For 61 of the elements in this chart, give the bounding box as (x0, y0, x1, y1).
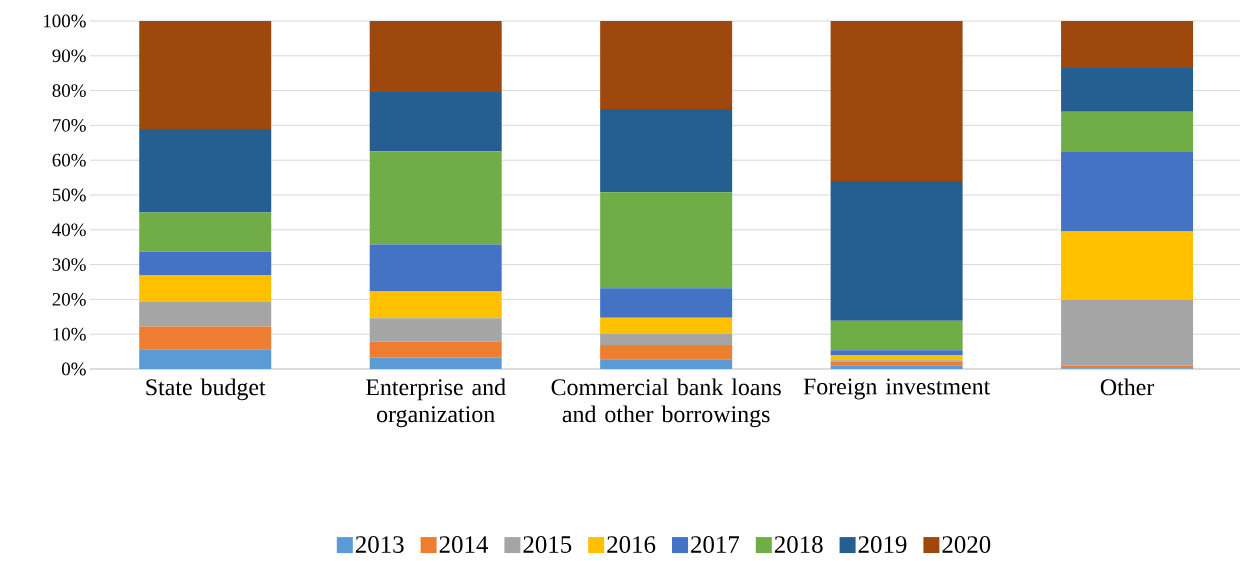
y-tick-label: 50% (52, 188, 86, 202)
bar (830, 355, 963, 361)
bar (1061, 111, 1194, 152)
x-tick-label: Enterprise and organization (366, 378, 506, 428)
bar (139, 212, 272, 252)
bar (830, 320, 963, 351)
bar (600, 288, 733, 318)
bar (830, 21, 963, 182)
bar (830, 350, 963, 356)
bar (369, 21, 502, 92)
x-tick-label: Other (1100, 378, 1155, 396)
legend-label: 2018 (774, 536, 823, 553)
bar (600, 109, 733, 193)
y-tick-label: 80% (52, 84, 86, 98)
legend-label: 2019 (858, 536, 907, 553)
bar (139, 301, 272, 327)
bar (369, 151, 502, 245)
bar (139, 128, 272, 213)
bar (1061, 299, 1194, 366)
bar (600, 344, 733, 360)
bar (830, 181, 963, 321)
bar (600, 333, 733, 345)
legend-label: 2014 (439, 536, 489, 553)
x-tick-label: State budget (146, 378, 266, 401)
bar (139, 275, 272, 302)
x-tick-label: Commercial bank loans and other borrowings (551, 378, 781, 428)
y-tick-label: 100% (43, 14, 86, 28)
bar (830, 365, 963, 369)
bar (1061, 151, 1194, 232)
bar (369, 244, 502, 292)
bar (1061, 67, 1194, 112)
y-tick-label: 90% (52, 49, 86, 63)
bar (600, 317, 733, 334)
legend-label: 2017 (691, 536, 740, 553)
y-tick-label: 60% (52, 153, 86, 167)
bar (369, 318, 502, 342)
y-tick-label: 10% (53, 327, 86, 341)
y-tick-label: 0% (61, 362, 86, 376)
bar (139, 349, 272, 369)
bar (139, 251, 272, 276)
x-tick-label: Foreign investment (803, 378, 991, 400)
legend-label: 2013 (355, 536, 404, 553)
bar (1061, 231, 1194, 300)
bar (1061, 21, 1194, 68)
y-tick-label: 20% (52, 292, 86, 306)
legend-label: 2020 (942, 536, 991, 553)
bar (139, 21, 272, 129)
legend-label: 2016 (607, 536, 656, 553)
bar (369, 341, 502, 358)
bar (369, 357, 502, 369)
y-tick-label: 40% (52, 223, 86, 237)
bar (600, 21, 733, 110)
bar (369, 291, 502, 319)
y-tick-label: 30% (52, 258, 86, 272)
bar (369, 91, 502, 152)
bar (139, 326, 272, 350)
y-tick-label: 70% (53, 118, 86, 132)
legend-label: 2015 (523, 536, 572, 553)
bar (600, 359, 733, 369)
bar (830, 361, 963, 366)
bar (600, 192, 733, 289)
